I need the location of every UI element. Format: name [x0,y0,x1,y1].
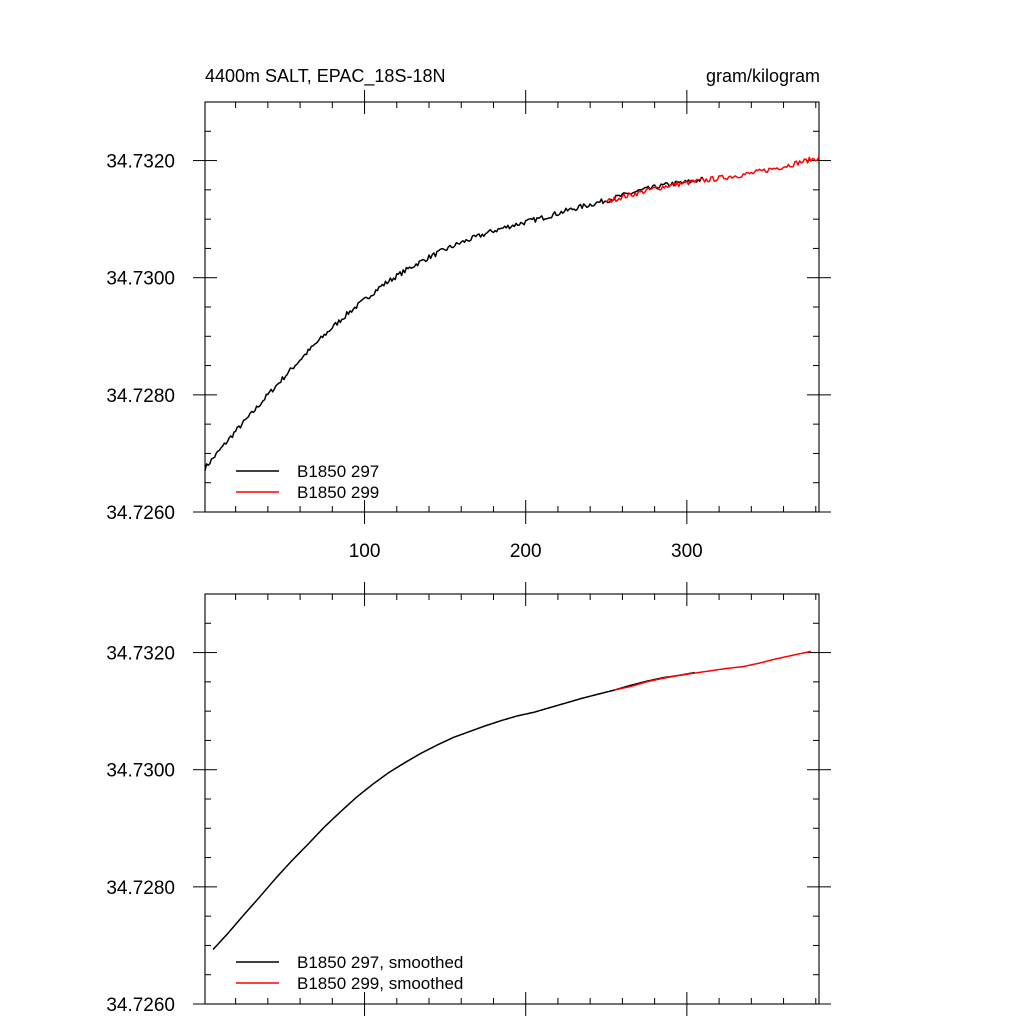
series-line-1 [605,155,820,203]
legend-label-b1850-297: B1850 297 [297,462,379,481]
bottom-panel: 34.7260 34.7280 34.7300 34.7320 B1850 297, … [106,582,831,1016]
y-tick-label: 34.7300 [106,269,175,290]
legend-label-b1850-297-smoothed: B1850 297, smoothed [297,953,463,972]
units-label: gram/kilogram [706,66,820,86]
y-tick-label: 34.7320 [106,644,175,665]
bottom-panel-marks: 34.7260 34.7280 34.7300 34.7320 [106,582,831,1016]
y-tick-label: 34.7260 [106,503,175,524]
y-tick-label: 34.7260 [106,995,175,1016]
x-tick-label: 100 [349,541,381,562]
top-legend: B1850 297 B1850 299 [236,462,379,502]
bottom-legend: B1850 297, smoothed B1850 299, smoothed [236,953,463,993]
y-tick-label: 34.7280 [106,878,175,899]
y-tick-label: 34.7280 [106,386,175,407]
series-line-0 [204,176,704,471]
x-tick-label: 300 [671,541,703,562]
y-tick-label: 34.7300 [106,761,175,782]
top-panel-marks: 100 200 300 34.7260 34.7280 34.7300 34.7320 [106,90,831,562]
legend-label-b1850-299: B1850 299 [297,483,379,502]
panel-title: 4400m SALT, EPAC_18S-18N [205,66,445,87]
y-tick-label: 34.7320 [106,152,175,173]
series-line-1 [614,650,812,691]
x-tick-label: 200 [510,541,542,562]
legend-label-b1850-299-smoothed: B1850 299, smoothed [297,974,463,993]
top-panel: 4400m SALT, EPAC_18S-18N gram/kilogram 1… [106,66,831,562]
